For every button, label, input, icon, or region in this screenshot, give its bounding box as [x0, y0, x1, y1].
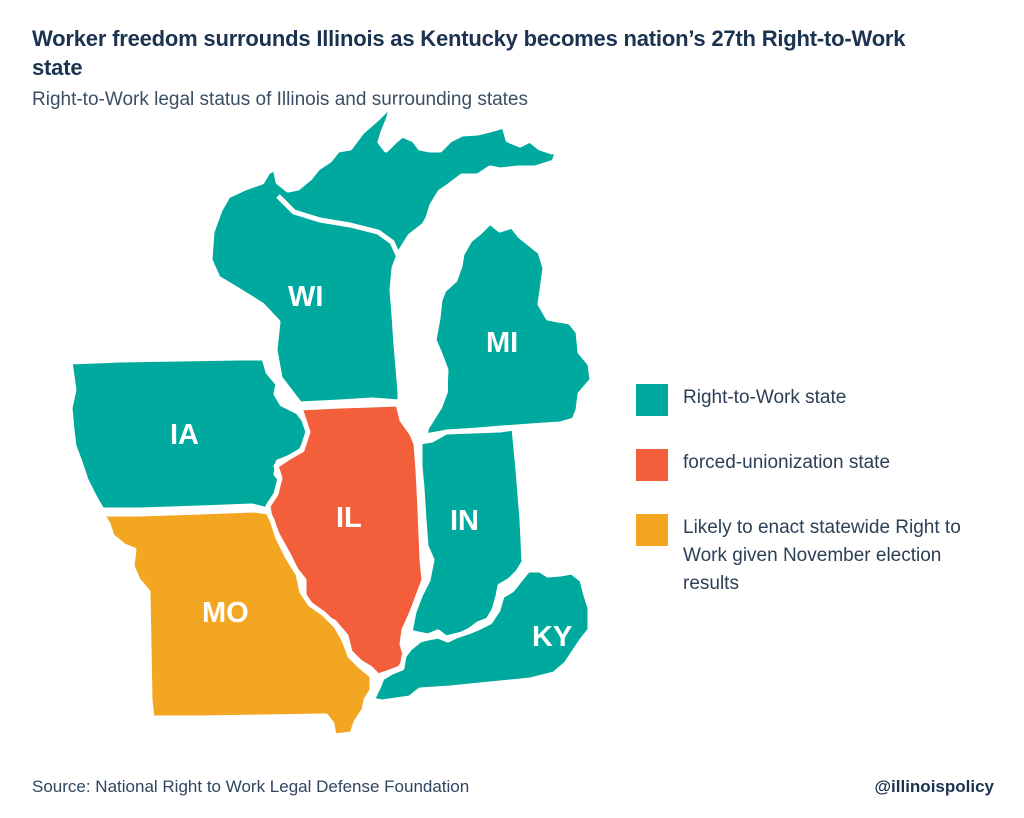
legend-swatch-amber — [636, 514, 668, 546]
legend-swatch-orange-red — [636, 449, 668, 481]
state-ky[interactable] — [369, 567, 593, 705]
state-il[interactable] — [265, 401, 427, 679]
chart-title: Worker freedom surrounds Illinois as Ken… — [32, 26, 906, 80]
label-in: IN — [450, 505, 479, 537]
lake-michigan — [394, 206, 490, 440]
legend-swatch-teal — [636, 384, 668, 416]
legend-item-likely-enact: Likely to enact statewide Right to Work … — [636, 514, 983, 598]
label-wi: WI — [288, 281, 323, 313]
wi-mi-border — [276, 194, 406, 280]
chart-subtitle: Right-to-Work legal status of Illinois a… — [32, 89, 529, 110]
legend-label: Likely to enact statewide Right to Work … — [683, 517, 961, 594]
label-il: IL — [336, 502, 362, 534]
label-ky: KY — [532, 621, 572, 653]
label-mi: MI — [486, 327, 518, 359]
legend-item-right-to-work: Right-to-Work state — [636, 384, 1003, 416]
source-note: Source: National Right to Work Legal Def… — [32, 777, 470, 796]
label-mo: MO — [202, 597, 249, 629]
legend-label: forced-unionization state — [683, 452, 891, 473]
social-handle: @illinoispolicy — [874, 777, 994, 796]
legend-item-forced-unionization: forced-unionization state — [636, 449, 1003, 481]
state-ia[interactable] — [67, 355, 311, 513]
legend-label: Right-to-Work state — [683, 387, 847, 408]
label-ia: IA — [170, 419, 199, 451]
state-mo[interactable] — [99, 507, 375, 739]
